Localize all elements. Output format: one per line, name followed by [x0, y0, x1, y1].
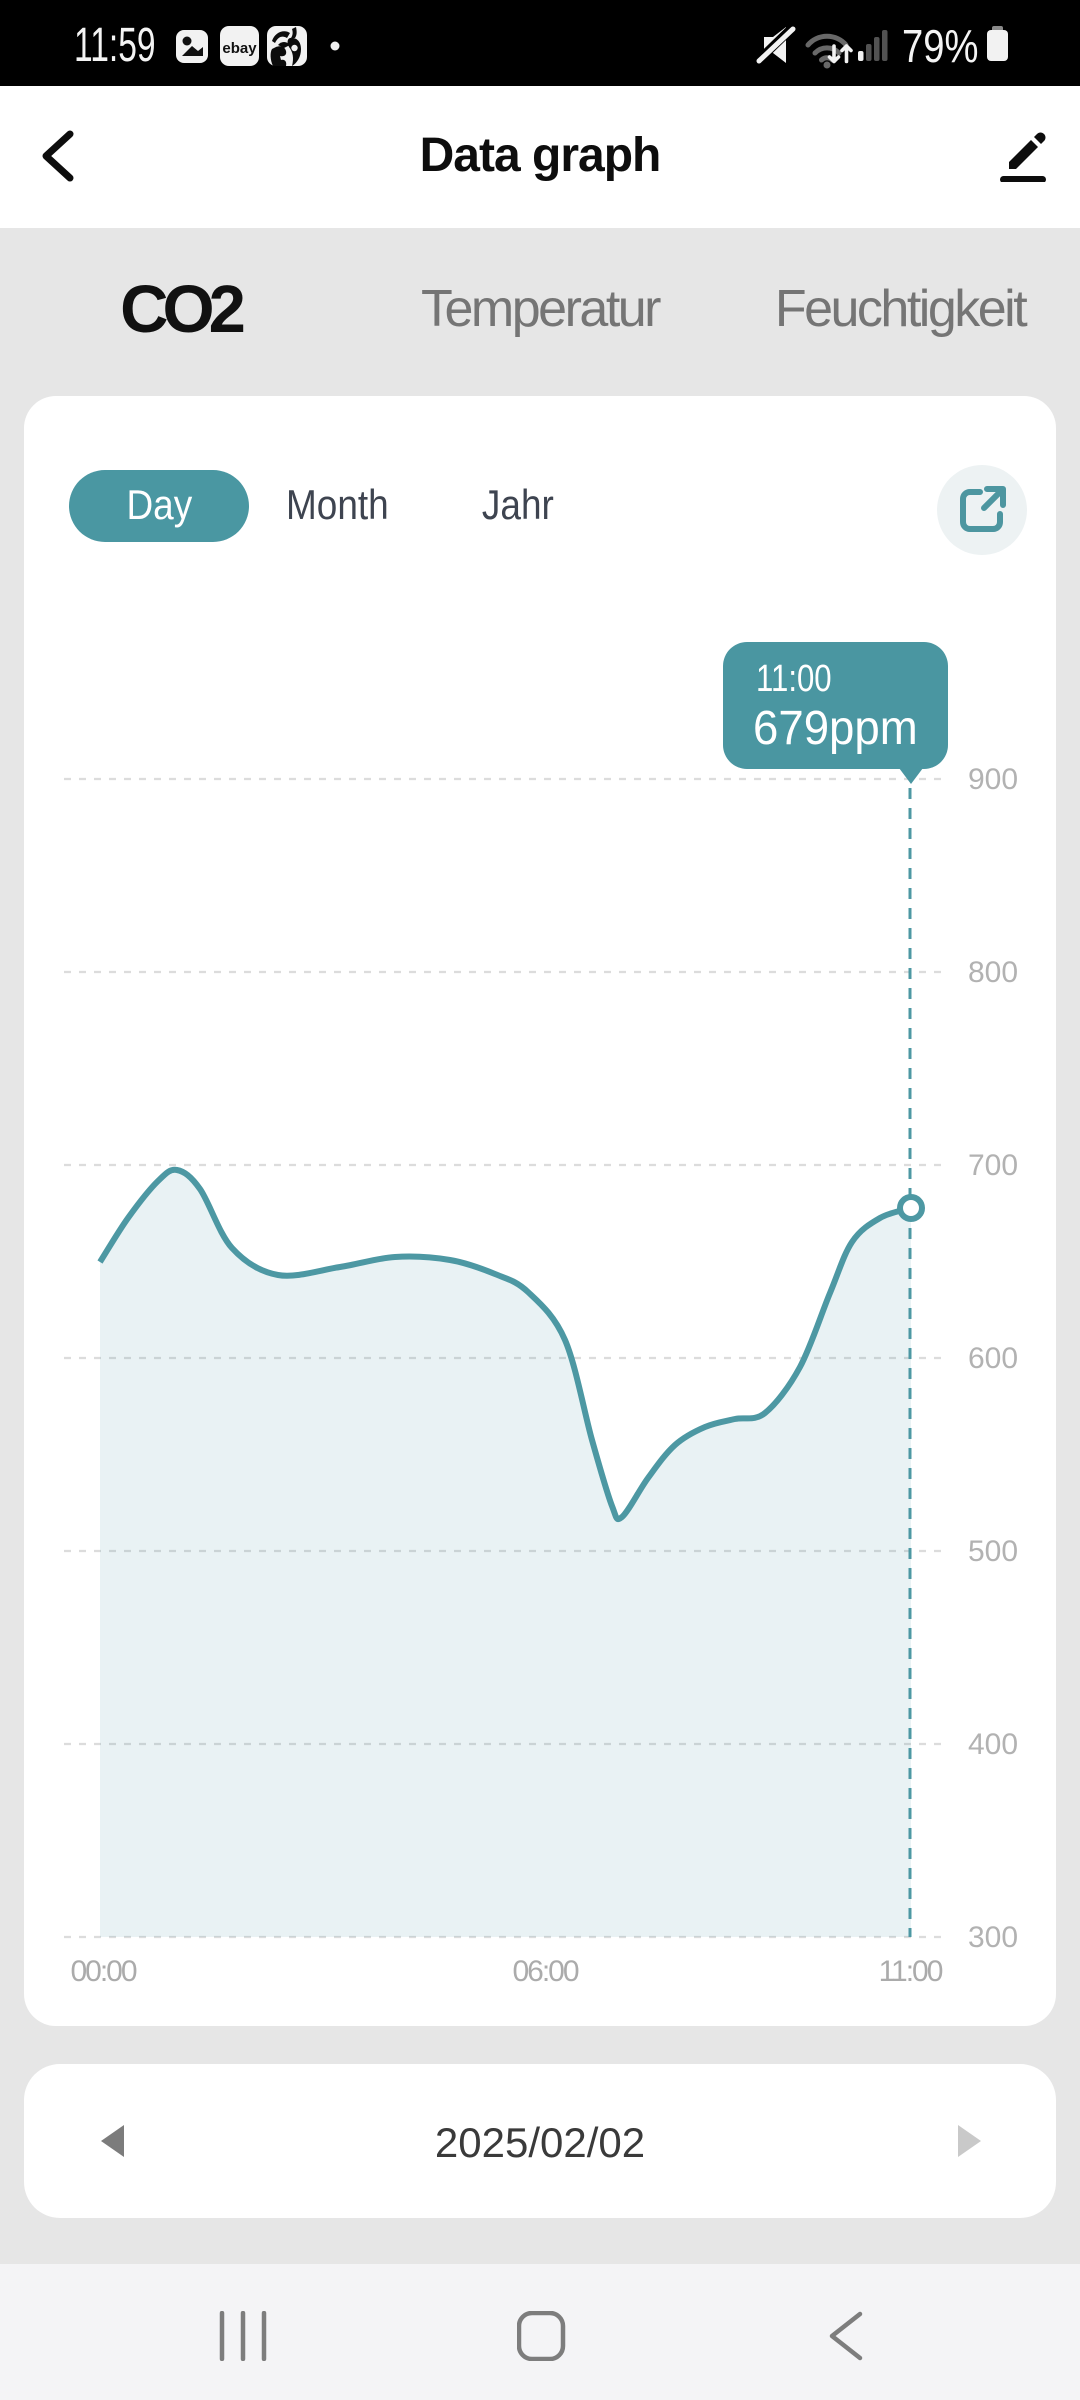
svg-text:ebay: ebay	[222, 40, 257, 57]
svg-text:300: 300	[968, 1921, 1018, 1954]
svg-text:679ppm: 679ppm	[753, 701, 918, 754]
svg-text:06:00: 06:00	[512, 1955, 578, 1988]
svg-text:79%: 79%	[902, 21, 978, 72]
svg-text:600: 600	[968, 1342, 1018, 1375]
svg-text:11:00: 11:00	[879, 1955, 943, 1988]
svg-text:700: 700	[968, 1149, 1018, 1182]
svg-text:800: 800	[968, 956, 1018, 989]
svg-text:400: 400	[968, 1728, 1018, 1761]
svg-text:11:00: 11:00	[756, 658, 832, 700]
svg-text:00:00: 00:00	[70, 1955, 136, 1988]
svg-text:900: 900	[968, 763, 1018, 796]
svg-text:500: 500	[968, 1535, 1018, 1568]
